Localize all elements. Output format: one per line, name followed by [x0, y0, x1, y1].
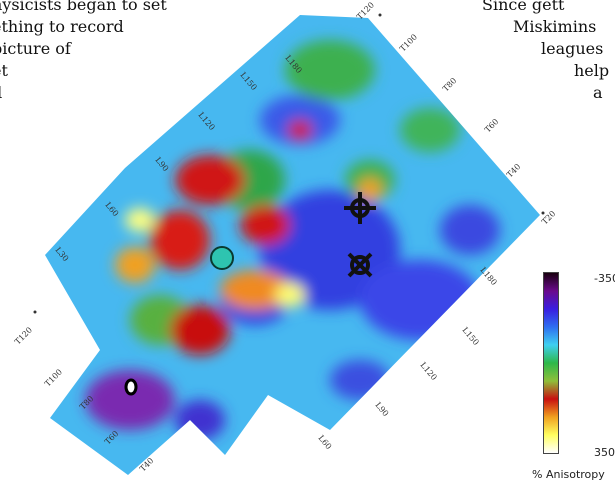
text-line: help [574, 61, 610, 80]
grid-label: T80 [441, 76, 458, 93]
text-line: ething to record [0, 17, 124, 36]
small-ring-marker [124, 378, 138, 396]
text-line: et [0, 61, 8, 80]
colorbar-title: % Anisotropy [532, 468, 605, 481]
grid-label: T100 [398, 32, 419, 53]
text-line: leagues [541, 39, 604, 58]
colorbar [543, 272, 559, 454]
grid-label: L150 [460, 326, 480, 348]
grid-label: T120 [13, 325, 34, 346]
grid-dot [378, 13, 382, 17]
grid-dot [541, 211, 545, 215]
grid-label: L60 [316, 434, 333, 452]
grid-label: L180 [478, 266, 498, 288]
grid-label: L90 [373, 401, 390, 419]
grid-label: L120 [418, 361, 438, 383]
colorbar-top-label: -350 [594, 272, 615, 285]
colorbar-bottom-label: 350 [594, 446, 615, 459]
text-line: Since gett [482, 0, 565, 14]
text-line: hysicists began to set [0, 0, 167, 14]
grid-dot [33, 310, 37, 314]
text-line: d [0, 82, 2, 104]
text-line: picture of [0, 39, 71, 58]
text-line: a [593, 83, 603, 102]
text-line: Miskimins [513, 17, 597, 36]
grid-label: T40 [505, 162, 522, 179]
grid-label: T100 [43, 367, 64, 388]
teal-well-marker [210, 246, 234, 270]
well-symbol-oil-icon [344, 192, 376, 224]
well-symbol-gas-icon [347, 252, 373, 278]
grid-label: T60 [483, 117, 500, 134]
